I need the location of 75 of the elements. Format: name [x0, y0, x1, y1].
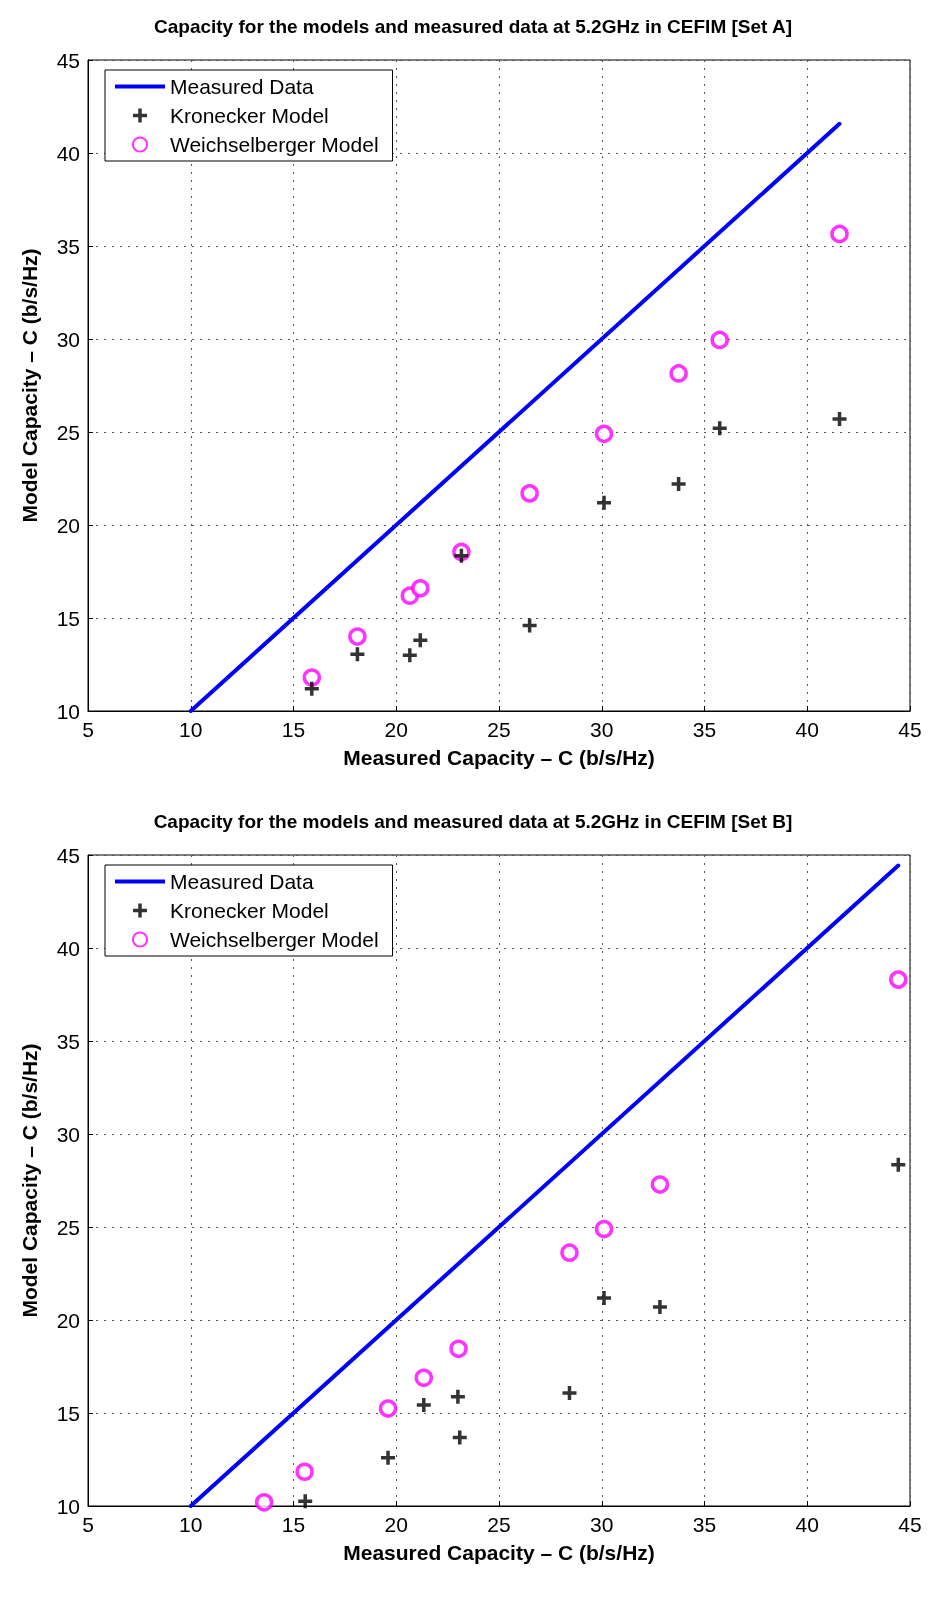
point: [560, 1243, 579, 1262]
chart-title: Capacity for the models and measured data at 5.2GHz in CEFIM [Set A]: [153, 16, 793, 37]
point: [304, 681, 319, 696]
y-tick-label: 30: [56, 327, 80, 351]
point: [562, 1386, 577, 1401]
x-tick-label: 40: [795, 1513, 819, 1536]
y-tick-label: 45: [56, 48, 80, 72]
point: [597, 1291, 612, 1306]
x-tick-label: 15: [281, 718, 306, 741]
point: [381, 1450, 396, 1465]
y-axis-title: Model Capacity – C (b/s/Hz): [18, 1043, 41, 1318]
point: [594, 424, 614, 444]
point: [669, 364, 688, 383]
x-tick-label: 45: [898, 718, 922, 741]
x-tick-label: 25: [487, 1513, 511, 1536]
x-tick-label: 30: [590, 1513, 614, 1536]
x-axis-title: Measured Capacity – C (b/s/Hz): [343, 1541, 655, 1564]
point: [402, 648, 417, 663]
point: [830, 224, 849, 244]
legend-label: Kronecker Model: [170, 899, 329, 922]
x-axis-title: Measured Capacity – C (b/s/Hz): [343, 746, 655, 769]
point: [671, 477, 686, 492]
point: [295, 1462, 314, 1482]
point: [416, 1398, 431, 1412]
y-tick-label: 15: [56, 1401, 80, 1425]
point: [378, 1399, 398, 1418]
point: [710, 330, 729, 350]
x-tick-label: 40: [795, 718, 819, 741]
point: [254, 1493, 274, 1512]
y-tick-label: 15: [56, 606, 80, 630]
x-tick-label: 5: [82, 1513, 94, 1536]
point: [348, 627, 367, 646]
x-tick-label: 20: [384, 1513, 408, 1536]
y-tick-label: 30: [56, 1122, 80, 1146]
chart-title: Capacity for the models and measured data at 5.2GHz in CEFIM [Set B]: [153, 811, 793, 832]
y-tick-label: 25: [56, 1215, 80, 1239]
x-tick-label: 10: [179, 1513, 203, 1536]
y-tick-label: 40: [56, 936, 80, 960]
legend-label: Measured Data: [170, 75, 314, 98]
y-tick-label: 25: [56, 420, 80, 444]
y-tick-label: 10: [56, 1494, 80, 1518]
x-tick-label: 15: [281, 1513, 306, 1536]
point: [411, 578, 430, 598]
point: [449, 1339, 468, 1359]
point: [597, 495, 612, 510]
point: [520, 484, 539, 503]
legend-label: Weichselberger Model: [170, 133, 379, 156]
y-tick-label: 20: [56, 513, 80, 537]
x-tick-label: 10: [179, 718, 203, 741]
point: [298, 1494, 313, 1509]
legend-label: Weichselberger Model: [170, 928, 379, 951]
legend-label: Measured Data: [170, 870, 314, 893]
point: [414, 1368, 434, 1388]
point: [832, 411, 847, 426]
x-tick-label: 35: [692, 718, 717, 741]
x-tick-label: 45: [898, 1513, 922, 1536]
point: [889, 970, 908, 989]
x-tick-label: 35: [692, 1513, 717, 1536]
y-tick-label: 20: [56, 1308, 80, 1332]
x-tick-label: 20: [384, 718, 408, 741]
y-tick-label: 10: [56, 699, 80, 723]
y-tick-label: 35: [56, 234, 80, 258]
y-axis-title: Model Capacity – C (b/s/Hz): [18, 248, 41, 523]
x-tick-label: 30: [590, 718, 614, 741]
point: [302, 668, 322, 687]
y-tick-label: 35: [56, 1029, 80, 1053]
point: [450, 1389, 465, 1404]
legend-label: Kronecker Model: [170, 104, 329, 127]
point: [652, 1299, 667, 1314]
y-tick-label: 45: [56, 843, 80, 867]
y-tick-label: 40: [56, 141, 80, 165]
x-tick-label: 25: [487, 718, 511, 741]
x-tick-label: 5: [82, 718, 94, 741]
point: [650, 1175, 670, 1194]
point: [594, 1219, 614, 1239]
